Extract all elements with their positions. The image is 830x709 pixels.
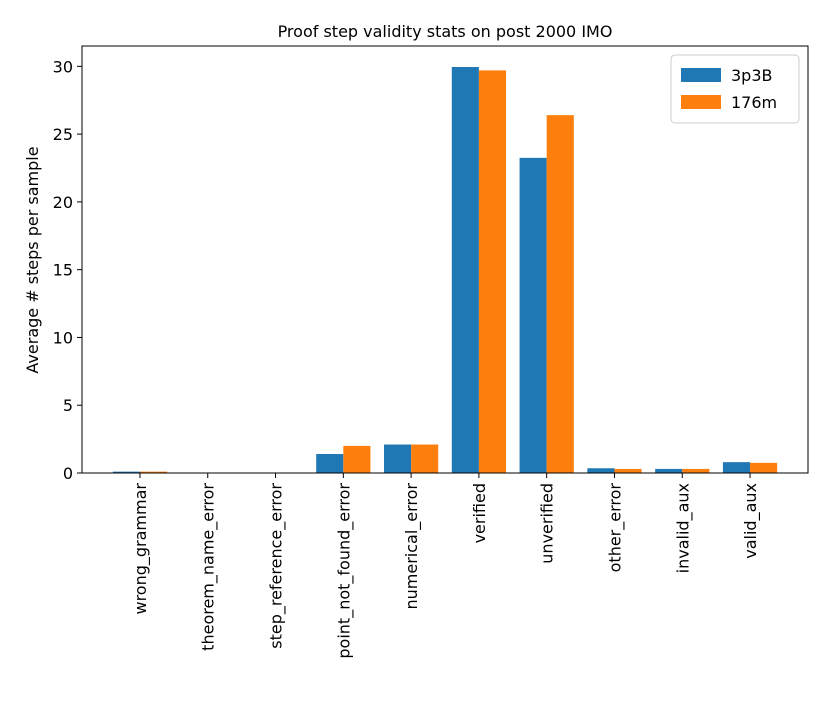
y-tick-label: 20 [53,193,73,212]
chart-title: Proof step validity stats on post 2000 I… [278,22,613,41]
bar [139,471,168,473]
plot-frame [81,45,809,474]
y-tick-label: 10 [53,328,73,347]
legend-swatch [681,68,721,82]
y-tick-label: 15 [53,261,73,280]
y-tick-label: 5 [63,396,73,415]
x-tick-label: step_reference_error [267,483,287,649]
y-tick-label: 30 [53,57,73,76]
x-tick-label: unverified [538,483,557,564]
x-tick-label: invalid_aux [673,483,693,573]
bar [587,468,615,473]
legend: 3p3B 176m [670,54,800,124]
x-tick-label: numerical_error [402,483,422,610]
x-tick-label: valid_aux [741,483,761,559]
bar [546,115,574,473]
x-tick-label: point_not_found_error [334,483,354,659]
bar [451,67,479,473]
bar [722,462,751,473]
bar [316,454,344,473]
legend-label: 176m [731,93,777,112]
bar [112,471,140,473]
x-tick-label: wrong_grammar [131,483,151,615]
bar [682,468,710,473]
bar [343,445,371,473]
bar [750,462,778,473]
legend-label: 3p3B [731,66,773,85]
bar [478,70,507,474]
bar [519,157,547,474]
legend-swatch [681,95,721,109]
x-tick-label: other_error [605,483,625,573]
bar [383,444,412,473]
x-tick-label: theorem_name_error [199,483,219,651]
x-tick-label: verified [470,483,489,543]
y-axis-label: Average # steps per sample [23,146,42,373]
bar [411,444,439,473]
y-tick-label: 25 [53,125,73,144]
bar [655,468,683,473]
y-tick-label: 0 [63,464,73,483]
bar [614,468,642,473]
